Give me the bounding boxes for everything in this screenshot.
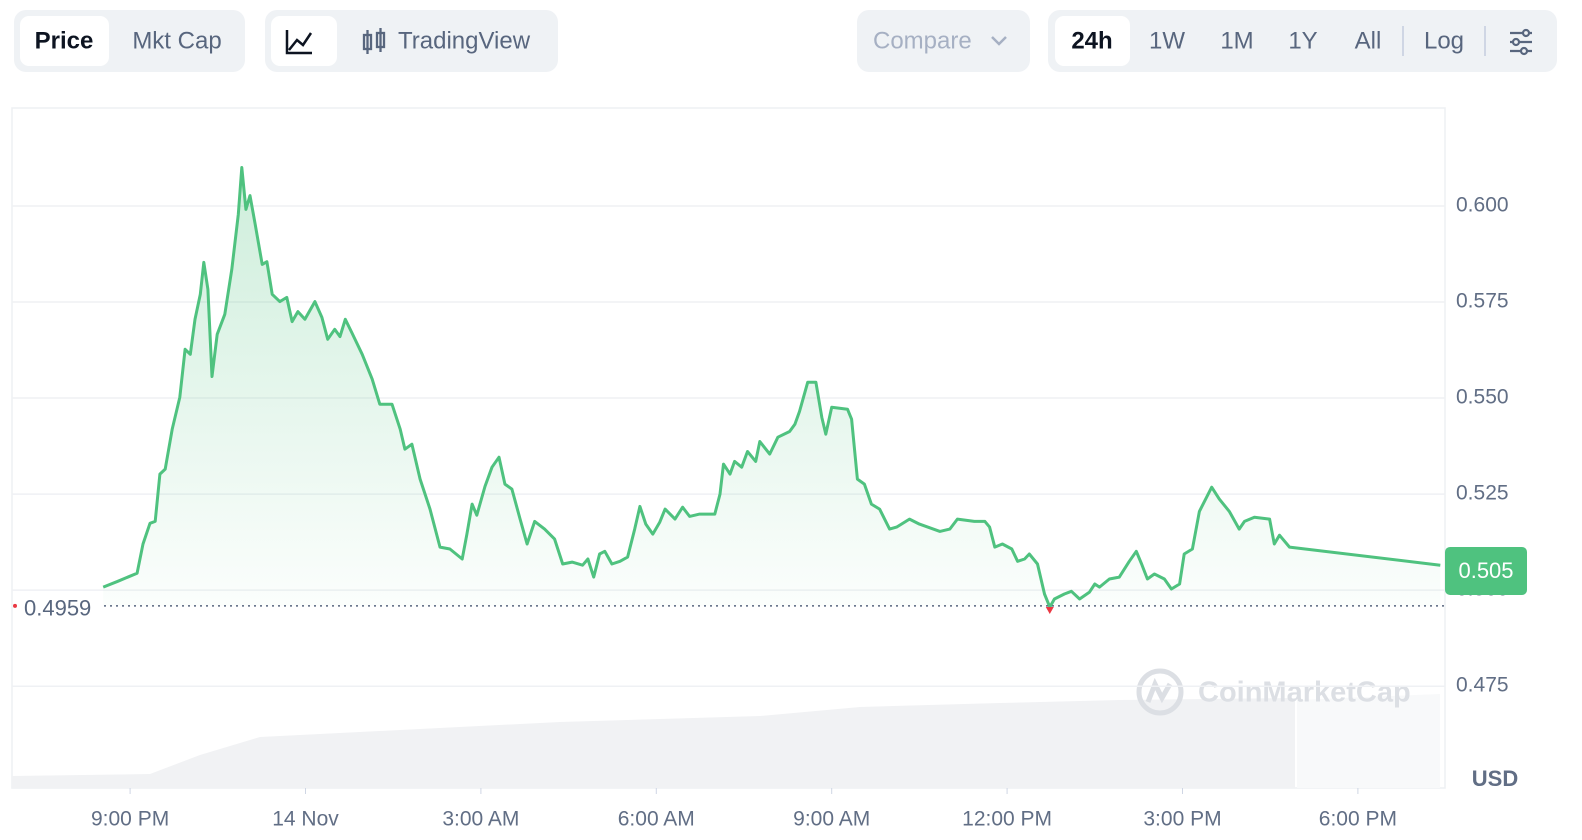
range-1w[interactable]: 1W xyxy=(1149,27,1185,54)
settings-button[interactable] xyxy=(1510,28,1532,56)
watermark: CoinMarketCap xyxy=(1136,668,1411,716)
tab-mkt-cap[interactable]: Mkt Cap xyxy=(132,27,221,54)
line-icon xyxy=(285,30,313,55)
y-tick-label: 0.525 xyxy=(1456,482,1509,505)
x-tick-label: 6:00 PM xyxy=(1319,808,1397,831)
compare-dropdown[interactable]: Compare xyxy=(857,10,1030,72)
range-all[interactable]: All xyxy=(1355,27,1382,54)
open-price-dot xyxy=(13,603,17,608)
x-tick-label: 14 Nov xyxy=(272,808,339,831)
y-axis-label: USD xyxy=(1472,766,1518,791)
tradingview-button[interactable]: TradingView xyxy=(398,27,531,54)
x-tick-label: 9:00 AM xyxy=(793,808,870,831)
range-24h[interactable]: 24h xyxy=(1071,27,1112,54)
range-1m[interactable]: 1M xyxy=(1220,27,1253,54)
current-price-label: 0.505 xyxy=(1458,558,1513,583)
log-toggle[interactable]: Log xyxy=(1424,27,1464,54)
compare-label[interactable]: Compare xyxy=(873,27,972,54)
view-tabs: TradingView xyxy=(265,10,558,72)
candle-icon xyxy=(362,28,386,54)
range-tabs: 24h 1W 1M 1Y All Log xyxy=(1048,10,1557,72)
tab-price[interactable]: Price xyxy=(35,27,94,54)
range-1y[interactable]: 1Y xyxy=(1288,27,1317,54)
metric-tabs: Price Mkt Cap xyxy=(14,10,245,72)
current-price-badge xyxy=(1445,546,1527,595)
volume-area-tail xyxy=(1297,694,1440,788)
x-tick-label: 9:00 PM xyxy=(91,808,169,831)
price-area xyxy=(103,167,1441,608)
tab-active[interactable] xyxy=(20,16,109,66)
watermark-text: CoinMarketCap xyxy=(1198,677,1411,709)
chevron xyxy=(991,36,1007,46)
price-line xyxy=(102,166,1441,609)
x-tick-label: 6:00 AM xyxy=(618,808,695,831)
tab-group xyxy=(1048,10,1557,72)
line-view-button[interactable] xyxy=(271,16,337,66)
y-tick-label: 0.600 xyxy=(1456,194,1509,217)
y-tick-label: 0.475 xyxy=(1456,674,1509,697)
x-tick-label: 3:00 AM xyxy=(442,808,519,831)
y-tick-label: 0.550 xyxy=(1456,386,1509,409)
tab-active[interactable] xyxy=(1055,16,1130,66)
open-price-label: 0.4959 xyxy=(24,596,91,621)
dropdown-bg[interactable] xyxy=(857,10,1030,72)
y-tick-label: 0.575 xyxy=(1456,290,1509,313)
x-tick-label: 12:00 PM xyxy=(962,808,1052,831)
volume-area xyxy=(12,698,1295,788)
x-tick-label: 3:00 PM xyxy=(1143,808,1221,831)
low-marker xyxy=(1045,607,1054,615)
tab-group xyxy=(265,10,558,72)
